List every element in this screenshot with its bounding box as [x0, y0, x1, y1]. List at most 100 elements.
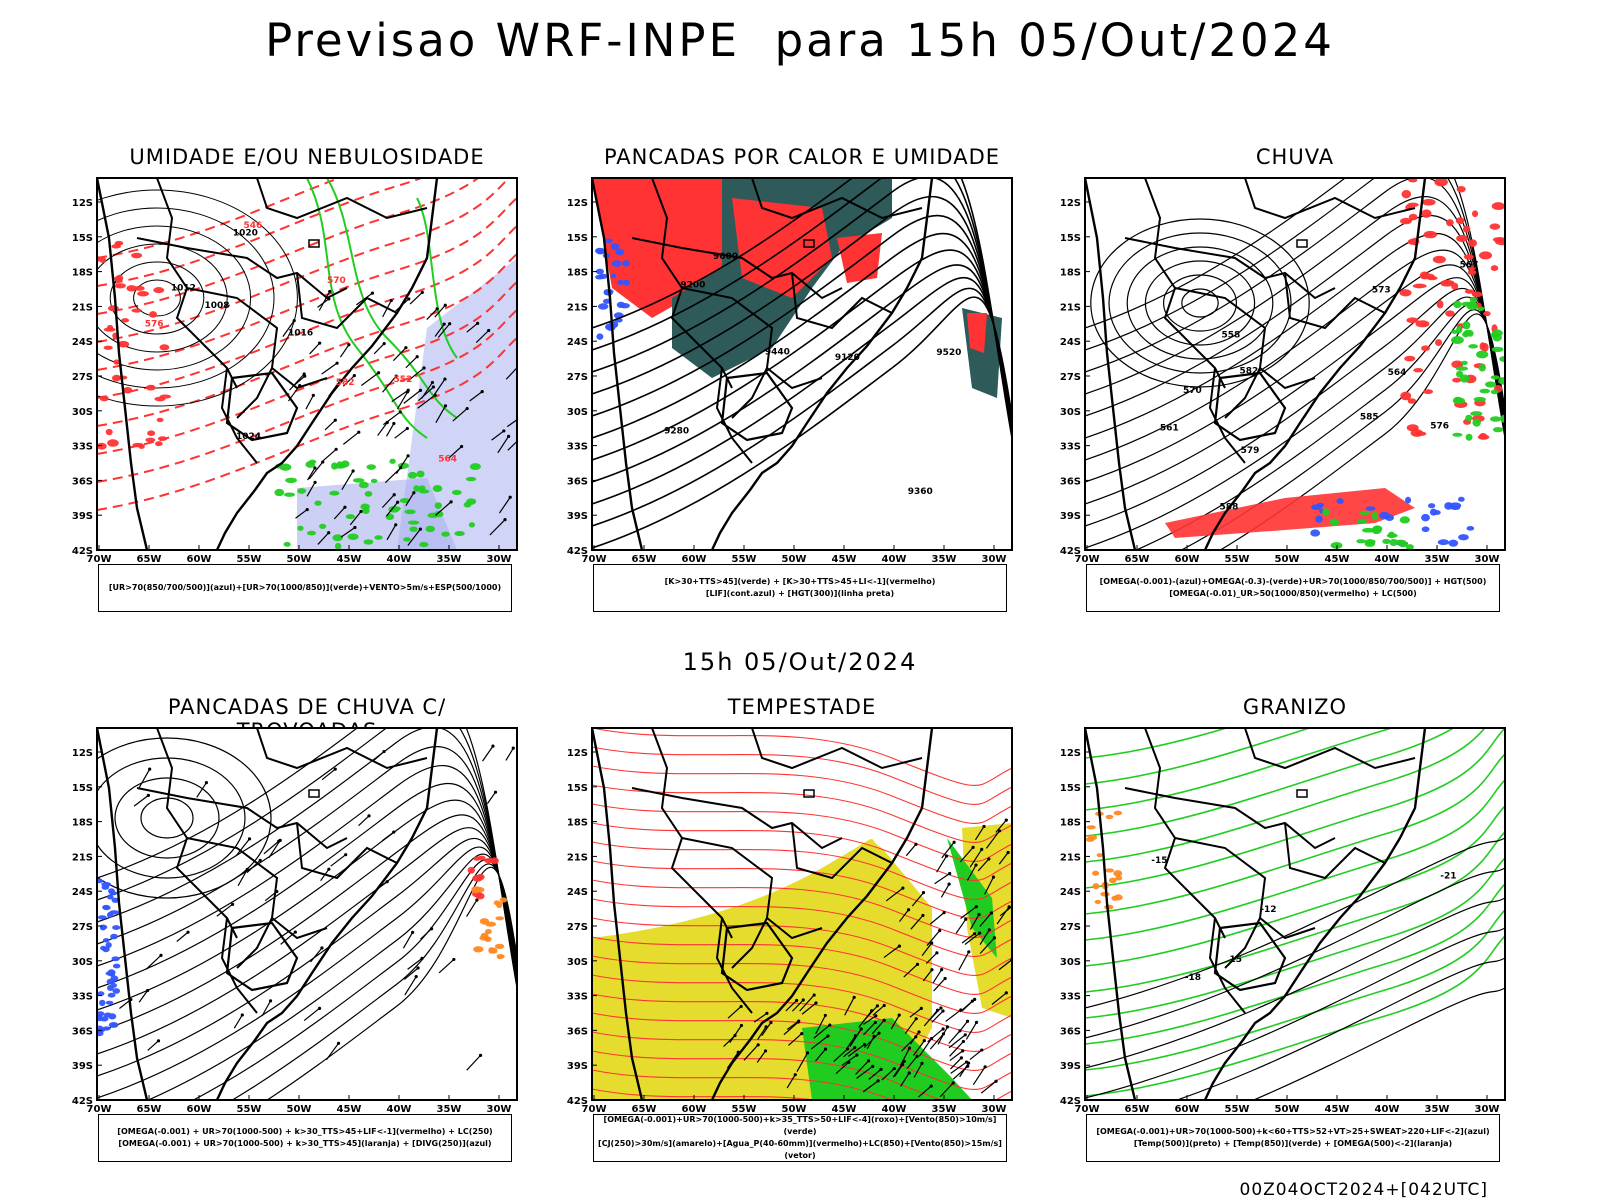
lon-tick-label: 30W: [1475, 1104, 1500, 1115]
lat-tick-label: 21S: [1060, 852, 1081, 863]
panel-legend: [OMEGA(-0.001)+UR>70(1000-500)+k>35_TTS>…: [593, 1114, 1007, 1162]
main-title: Previsao WRF-INPE para 15h 05/Out/2024: [265, 14, 1335, 67]
lon-tick-label: 40W: [882, 554, 907, 565]
lon-tick-label: 40W: [1375, 1104, 1400, 1115]
contour-label: -18: [1185, 973, 1201, 983]
contour-label: 582: [336, 378, 355, 388]
lat-tick-label: 42S: [567, 1096, 588, 1107]
panel-title: PANCADAS POR CALOR E UMIDADE: [603, 145, 1001, 169]
lat-tick-label: 30S: [567, 957, 588, 968]
lon-tick-label: 65W: [632, 1104, 657, 1115]
contour-label: 9120: [835, 353, 860, 363]
contour-label: 564: [438, 454, 457, 464]
lon-tick-label: 40W: [882, 1104, 907, 1115]
lon-tick-label: 65W: [1125, 1104, 1150, 1115]
legend-line: [UR>70(850/700/500)](azul)+[UR>70(1000/8…: [108, 583, 502, 592]
lon-tick-label: 45W: [1325, 1104, 1350, 1115]
lon-tick-label: 40W: [387, 1104, 412, 1115]
lat-tick-label: 30S: [1060, 957, 1081, 968]
lon-tick-label: 35W: [932, 1104, 957, 1115]
lon-tick-label: 65W: [632, 554, 657, 565]
lat-tick-label: 30S: [1060, 407, 1081, 418]
contour-label: 1020: [233, 228, 258, 238]
lat-tick-label: 42S: [1060, 1096, 1081, 1107]
lat-tick-label: 33S: [1060, 442, 1081, 453]
map-panel-4: PANCADAS DE CHUVA C/ TROVOADAS12S15S18S2…: [70, 695, 550, 1165]
lat-tick-label: 12S: [72, 198, 93, 209]
lat-tick-label: 24S: [72, 337, 93, 348]
lon-tick-label: 35W: [1425, 554, 1450, 565]
contour-label: -15: [1151, 856, 1167, 866]
lon-tick-label: 30W: [982, 1104, 1007, 1115]
lat-tick-label: 21S: [567, 302, 588, 313]
legend-line: [LIF](cont.azul) + [HGT(300)](linha pret…: [705, 589, 895, 598]
lon-tick-label: 60W: [1175, 554, 1200, 565]
contour-label: 9440: [765, 347, 790, 357]
lat-tick-label: 27S: [72, 922, 93, 933]
contour-label: 564: [1388, 368, 1407, 378]
contour-label: 588: [1220, 503, 1239, 513]
lat-tick-label: 21S: [1060, 302, 1081, 313]
contour-label: 9200: [680, 281, 705, 291]
lat-tick-label: 36S: [72, 476, 93, 487]
lat-tick-label: 12S: [567, 198, 588, 209]
lat-tick-label: 18S: [72, 268, 93, 279]
panel-legend: [OMEGA(-0.001) + UR>70(1000-500) + k>30_…: [98, 1114, 512, 1162]
lat-tick-label: 30S: [567, 407, 588, 418]
lon-tick-label: 30W: [487, 554, 512, 565]
lon-tick-label: 50W: [1275, 554, 1300, 565]
lat-tick-label: 18S: [1060, 818, 1081, 829]
lon-tick-label: 40W: [387, 554, 412, 565]
lon-tick-label: 60W: [682, 1104, 707, 1115]
lat-tick-label: 12S: [72, 748, 93, 759]
panel-title: TEMPESTADE: [727, 695, 877, 719]
lat-tick-label: 15S: [72, 233, 93, 244]
lon-tick-label: 45W: [832, 554, 857, 565]
lat-tick-label: 12S: [1060, 198, 1081, 209]
panel-title: UMIDADE E/OU NEBULOSIDADE: [129, 145, 485, 169]
lat-tick-label: 18S: [72, 818, 93, 829]
contour-label: 1012: [171, 283, 196, 293]
lat-tick-label: 15S: [1060, 233, 1081, 244]
panel-legend: [UR>70(850/700/500)](azul)+[UR>70(1000/8…: [98, 564, 512, 612]
lat-tick-label: 15S: [567, 783, 588, 794]
lat-tick-label: 12S: [1060, 748, 1081, 759]
lat-tick-label: 42S: [72, 1096, 93, 1107]
lat-tick-label: 15S: [1060, 783, 1081, 794]
lon-tick-label: 30W: [982, 554, 1007, 565]
lon-tick-label: 70W: [582, 554, 607, 565]
map-panel-1: UMIDADE E/OU NEBULOSIDADE 12S 15S 18S 21S 24S…: [70, 145, 550, 615]
lat-tick-label: 18S: [567, 268, 588, 279]
lon-tick-label: 35W: [437, 1104, 462, 1115]
forecast-time-label: 15h 05/Out/2024: [682, 648, 918, 676]
lat-tick-label: 27S: [567, 372, 588, 383]
lat-tick-label: 27S: [1060, 372, 1081, 383]
panel-title: GRANIZO: [1242, 695, 1348, 719]
panel-title: CHUVA: [1255, 145, 1335, 169]
lon-tick-label: 45W: [832, 1104, 857, 1115]
contour-label: 558: [1222, 331, 1241, 341]
lon-tick-label: 65W: [1125, 554, 1150, 565]
map-panel-2: PANCADAS POR CALOR E UMIDADE 12S 15S 18S 21S…: [565, 145, 1045, 615]
lat-tick-label: 24S: [567, 887, 588, 898]
lon-tick-label: 30W: [1475, 554, 1500, 565]
lon-tick-label: 45W: [1325, 554, 1350, 565]
contour-label: -21: [1440, 872, 1456, 882]
legend-line: [CJ(250)>30m/s](amarelo)+[Agua_P(40-60mm…: [598, 1139, 1002, 1160]
lon-tick-label: 50W: [287, 1104, 312, 1115]
lon-tick-label: 55W: [1225, 554, 1250, 565]
lat-tick-label: 39S: [567, 1061, 588, 1072]
map-panel-5: TEMPESTADE 12S 15S 18S 21S 24S 27S 30S 33S 36S 39S…: [565, 695, 1045, 1165]
lat-tick-label: 24S: [567, 337, 588, 348]
lon-tick-label: 50W: [287, 554, 312, 565]
lon-tick-label: 60W: [187, 1104, 212, 1115]
legend-line: [OMEGA(-0.01)_UR>50(1000/850)(vermelho) …: [1169, 589, 1417, 598]
lat-tick-label: 36S: [567, 1026, 588, 1037]
lat-tick-label: 15S: [72, 783, 93, 794]
lon-tick-label: 70W: [582, 1104, 607, 1115]
